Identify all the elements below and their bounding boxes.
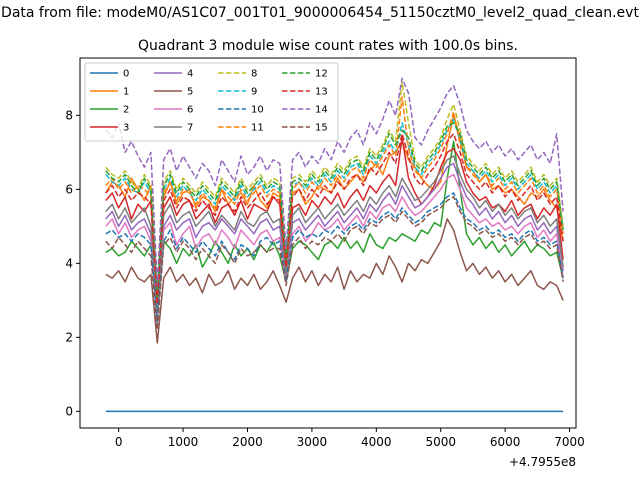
series-line-10 xyxy=(105,192,564,324)
chart-suptitle: Data from file: modeM0/AS1C07_001T01_900… xyxy=(1,5,639,21)
series-line-7 xyxy=(105,155,564,313)
series-line-15 xyxy=(105,196,564,331)
legend-label-0: 0 xyxy=(123,69,129,80)
chart-title: Quadrant 3 module wise count rates with … xyxy=(138,38,518,54)
x-tick-label: 7000 xyxy=(554,435,585,449)
axis-ticks: 0 1000 2000 3000 4000 5000 6000 7000 0 2 4 6 8 xyxy=(65,108,584,449)
series-line-3 xyxy=(105,136,564,309)
y-tick-label: 0 xyxy=(65,404,73,418)
legend-label-12: 12 xyxy=(315,69,328,80)
legend-label-9: 9 xyxy=(251,87,257,98)
legend-label-4: 4 xyxy=(187,69,193,80)
legend-label-2: 2 xyxy=(123,105,129,116)
legend-label-8: 8 xyxy=(251,69,257,80)
series-line-13 xyxy=(105,133,564,305)
y-tick-label: 6 xyxy=(65,182,73,196)
legend-label-6: 6 xyxy=(187,105,193,116)
series-line-1 xyxy=(105,114,564,302)
y-tick-label: 8 xyxy=(65,108,73,122)
x-tick-label: 6000 xyxy=(490,435,521,449)
legend-box xyxy=(84,62,339,142)
x-tick-label: 0 xyxy=(115,435,123,449)
legend-label-13: 13 xyxy=(315,87,328,98)
legend-label-5: 5 xyxy=(187,87,193,98)
series-line-2 xyxy=(105,140,564,320)
series-line-9 xyxy=(105,118,564,298)
series-line-5 xyxy=(105,218,564,344)
legend-label-15: 15 xyxy=(315,123,328,134)
legend-label-3: 3 xyxy=(123,123,129,134)
legend-label-14: 14 xyxy=(315,105,328,116)
x-tick-label: 2000 xyxy=(232,435,263,449)
y-tick-label: 4 xyxy=(65,256,73,270)
x-tick-label: 3000 xyxy=(297,435,328,449)
legend-label-11: 11 xyxy=(251,123,264,134)
series-line-12 xyxy=(105,122,564,298)
x-tick-label: 4000 xyxy=(361,435,392,449)
x-tick-label: 5000 xyxy=(425,435,456,449)
series-lines xyxy=(105,77,564,413)
series-line-8 xyxy=(105,81,564,294)
x-offset-label: +4.7955e8 xyxy=(509,455,576,469)
series-line-4 xyxy=(105,162,564,316)
series-line-11 xyxy=(105,96,564,302)
legend-label-7: 7 xyxy=(187,123,193,134)
x-tick-label: 1000 xyxy=(168,435,199,449)
legend-label-1: 1 xyxy=(123,87,129,98)
series-line-14 xyxy=(105,77,564,287)
series-line-6 xyxy=(105,173,564,316)
legend-label-10: 10 xyxy=(251,105,264,116)
plot-frame xyxy=(79,57,577,429)
y-tick-label: 2 xyxy=(65,330,73,344)
